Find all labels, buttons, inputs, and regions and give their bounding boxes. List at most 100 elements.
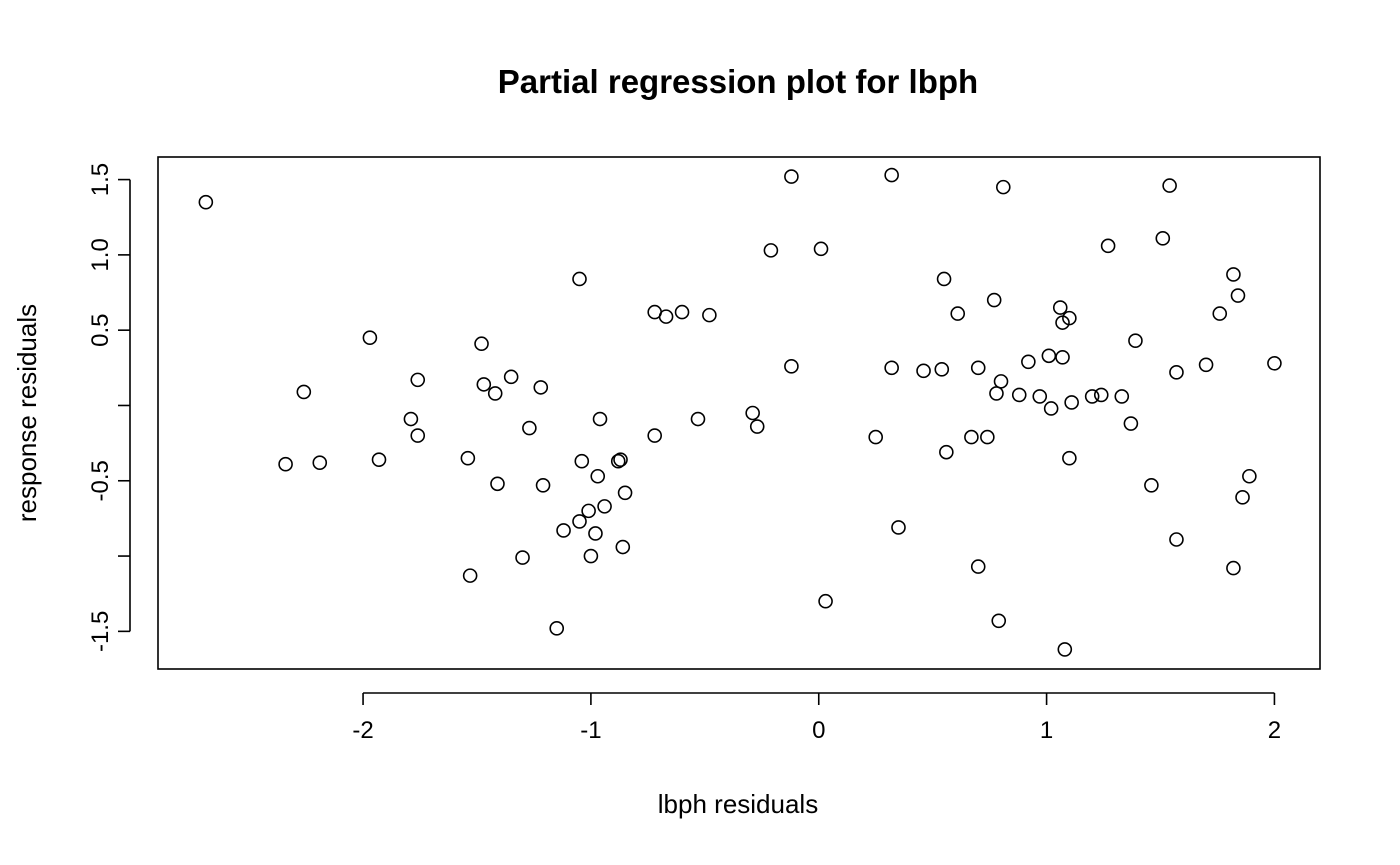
- y-tick-label: 1.0: [87, 238, 114, 271]
- data-point: [1123, 416, 1139, 431]
- data-point: [522, 420, 537, 436]
- y-tick-label: 0.5: [87, 313, 114, 346]
- data-point: [916, 363, 931, 379]
- data-point: [198, 194, 214, 210]
- y-axis: -1.5 -0.5 0.5 1.0 1.5: [87, 163, 131, 652]
- data-point: [1235, 490, 1250, 505]
- data-point: [1144, 477, 1159, 493]
- data-point: [572, 514, 587, 529]
- data-point: [989, 386, 1004, 401]
- y-tick-label: -0.5: [87, 460, 114, 501]
- data-point: [487, 386, 503, 401]
- data-point: [936, 271, 952, 287]
- data-point: [1011, 387, 1027, 403]
- data-point: [690, 411, 706, 427]
- data-point: [474, 336, 489, 352]
- data-point: [647, 428, 662, 443]
- data-point: [763, 243, 779, 258]
- x-tick-label: -1: [580, 717, 601, 744]
- data-point: [1267, 356, 1282, 371]
- data-point: [1057, 642, 1073, 657]
- data-point: [556, 523, 571, 538]
- data-point: [934, 362, 950, 377]
- data-point: [362, 330, 378, 346]
- data-points: [198, 167, 1282, 657]
- y-axis-label: response residuals: [12, 304, 42, 522]
- data-point: [1226, 267, 1241, 282]
- data-point: [574, 453, 590, 469]
- data-point: [410, 428, 426, 443]
- data-point: [970, 559, 986, 574]
- data-point: [658, 309, 674, 324]
- data-point: [549, 621, 565, 636]
- data-point: [1155, 231, 1171, 246]
- data-point: [613, 452, 628, 467]
- data-point: [884, 360, 899, 376]
- data-point: [1055, 349, 1070, 365]
- data-point: [590, 468, 606, 484]
- data-point: [1198, 357, 1214, 373]
- data-point: [813, 241, 829, 257]
- data-point: [1100, 238, 1116, 254]
- data-point: [1169, 365, 1184, 380]
- data-point: [1041, 348, 1057, 364]
- data-point: [991, 613, 1007, 629]
- data-point: [995, 179, 1011, 195]
- plot-area-frame: [157, 156, 1321, 670]
- data-point: [1093, 387, 1109, 403]
- data-point: [1114, 389, 1130, 404]
- y-tick-label: -1.5: [87, 611, 114, 652]
- data-point: [610, 453, 626, 469]
- data-point: [588, 526, 603, 541]
- data-point: [1021, 354, 1036, 370]
- data-point: [818, 593, 833, 609]
- x-axis: -2 -1 0 1 2: [352, 692, 1281, 744]
- data-point: [784, 169, 799, 184]
- chart-title: Partial regression plot for lbph: [498, 63, 978, 100]
- data-point: [410, 372, 426, 388]
- x-tick-label: -2: [352, 717, 373, 744]
- data-point: [1169, 532, 1184, 547]
- x-tick-label: 0: [812, 717, 825, 744]
- data-point: [939, 444, 954, 460]
- data-point: [993, 374, 1009, 389]
- data-point: [515, 550, 530, 565]
- data-point: [371, 452, 387, 467]
- data-point: [597, 499, 612, 514]
- data-point: [1064, 395, 1079, 410]
- data-point: [503, 369, 519, 385]
- x-tick-label: 1: [1040, 717, 1053, 744]
- data-point: [986, 292, 1002, 308]
- data-point: [702, 307, 717, 323]
- x-tick-label: 2: [1268, 717, 1281, 744]
- data-point: [296, 384, 312, 400]
- data-point: [1162, 178, 1177, 193]
- data-point: [1062, 450, 1077, 466]
- data-point: [891, 520, 906, 535]
- data-point: [617, 485, 633, 501]
- data-point: [278, 456, 293, 472]
- data-point: [572, 271, 587, 287]
- data-point: [1212, 306, 1228, 321]
- data-point: [1226, 560, 1241, 576]
- data-point: [950, 306, 966, 321]
- data-point: [964, 429, 979, 445]
- data-point: [1032, 389, 1048, 404]
- data-point: [745, 405, 760, 421]
- data-point: [1230, 288, 1246, 303]
- data-point: [533, 380, 549, 395]
- y-tick-label: 1.5: [87, 163, 114, 196]
- data-point: [1084, 389, 1100, 404]
- data-point: [312, 455, 328, 470]
- data-point: [1052, 300, 1068, 315]
- x-axis-label: lbph residuals: [658, 789, 818, 819]
- data-point: [1043, 401, 1059, 416]
- data-point: [970, 360, 986, 376]
- data-point: [884, 167, 899, 183]
- data-point: [535, 477, 551, 493]
- data-point: [583, 548, 599, 564]
- data-point: [1242, 468, 1257, 484]
- data-point: [980, 429, 995, 445]
- data-point: [615, 539, 631, 555]
